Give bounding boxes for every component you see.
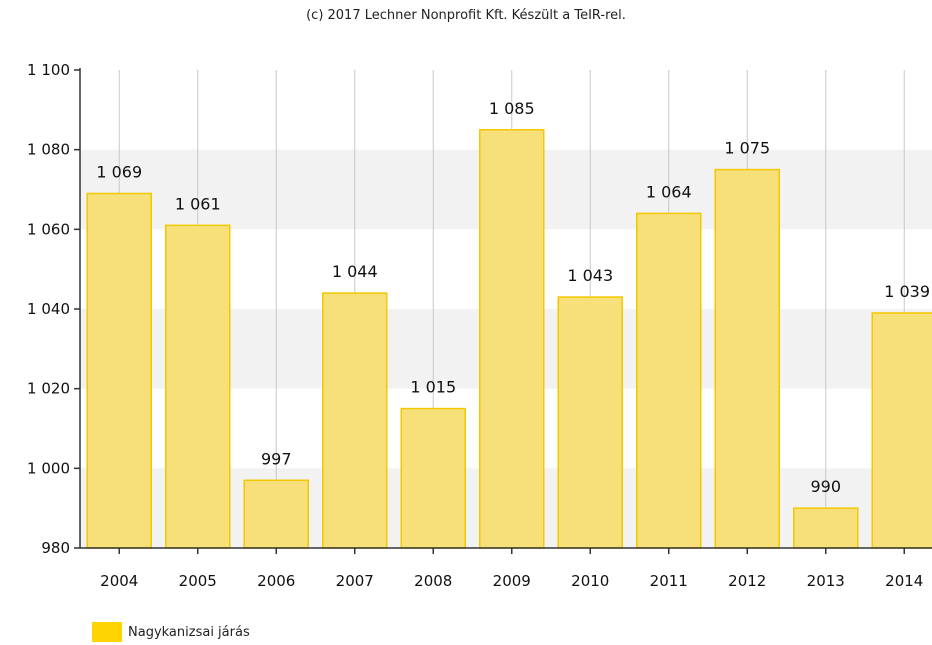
x-tick-label: 2005 bbox=[179, 572, 217, 590]
bar bbox=[86, 192, 152, 549]
bar bbox=[714, 168, 780, 549]
y-tick-label: 1 020 bbox=[27, 380, 70, 398]
y-tick-label: 1 060 bbox=[27, 220, 70, 238]
data-label: 1 069 bbox=[96, 162, 142, 181]
bar bbox=[165, 224, 231, 549]
bar bbox=[793, 507, 859, 549]
y-axis-ticks: 980 1 000 1 020 1 040 1 060 1 080 1 100 bbox=[27, 61, 80, 557]
bar bbox=[400, 407, 466, 549]
y-tick-label: 980 bbox=[41, 539, 70, 557]
legend-swatch bbox=[92, 622, 122, 642]
bar bbox=[243, 479, 309, 549]
bar bbox=[479, 129, 545, 549]
data-label: 1 044 bbox=[332, 262, 378, 281]
data-label: 1 064 bbox=[646, 182, 692, 201]
x-tick-label: 2008 bbox=[414, 572, 452, 590]
bars bbox=[86, 129, 932, 549]
data-label: 997 bbox=[261, 449, 292, 468]
data-label: 1 043 bbox=[567, 266, 613, 285]
x-tick-label: 2006 bbox=[257, 572, 295, 590]
data-label: 990 bbox=[810, 477, 841, 496]
x-tick-label: 2009 bbox=[493, 572, 531, 590]
legend-label: Nagykanizsai járás bbox=[128, 624, 250, 640]
x-tick-label: 2011 bbox=[650, 572, 688, 590]
x-tick-label: 2010 bbox=[571, 572, 609, 590]
data-label: 1 015 bbox=[410, 378, 456, 397]
bar bbox=[557, 296, 623, 549]
data-labels: 1 069 1 061 997 1 044 1 015 1 085 1 043 1 064 1 … bbox=[96, 99, 930, 496]
data-label: 1 061 bbox=[175, 194, 221, 213]
x-tick-label: 2013 bbox=[807, 572, 845, 590]
x-tick-label: 2012 bbox=[728, 572, 766, 590]
y-tick-label: 1 040 bbox=[27, 300, 70, 318]
x-tick-label: 2014 bbox=[885, 572, 923, 590]
chart-credit: (c) 2017 Lechner Nonprofit Kft. Készült … bbox=[306, 8, 626, 23]
x-axis-ticks: 2004 2005 2006 2007 2008 2009 2010 2011 2012 2013… bbox=[100, 548, 923, 590]
y-tick-label: 1 100 bbox=[27, 61, 70, 79]
data-label: 1 085 bbox=[489, 99, 535, 118]
legend: Nagykanizsai járás bbox=[92, 622, 250, 642]
bar bbox=[871, 312, 932, 549]
x-tick-label: 2004 bbox=[100, 572, 138, 590]
data-label: 1 039 bbox=[884, 282, 930, 301]
data-label: 1 075 bbox=[724, 139, 770, 158]
y-tick-label: 1 000 bbox=[27, 459, 70, 477]
x-tick-label: 2007 bbox=[336, 572, 374, 590]
bar bbox=[636, 212, 702, 549]
bar bbox=[322, 292, 388, 549]
y-tick-label: 1 080 bbox=[27, 141, 70, 159]
